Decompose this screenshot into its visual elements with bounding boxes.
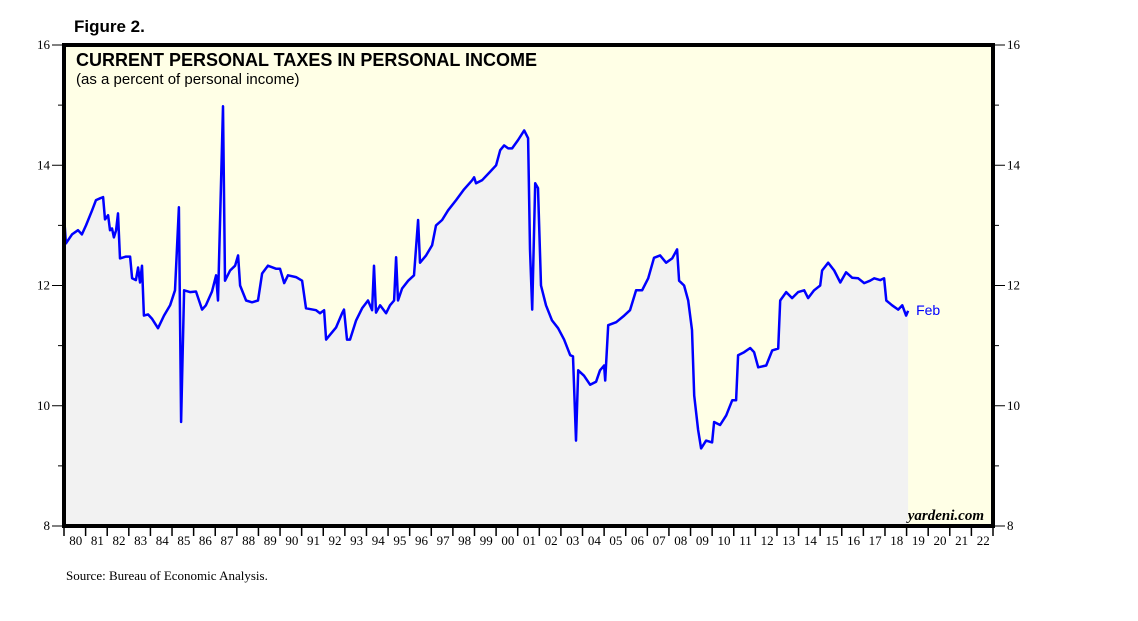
x-tick-label: 08 [674,533,687,548]
x-tick-label: 81 [91,533,104,548]
x-tick-label: 82 [113,533,126,548]
x-tick-label: 90 [285,533,298,548]
chart-title: CURRENT PERSONAL TAXES IN PERSONAL INCOM… [76,50,537,70]
y-tick-label-left: 16 [37,37,51,52]
x-tick-label: 93 [350,533,363,548]
x-tick-label: 13 [782,533,795,548]
x-tick-label: 92 [329,533,342,548]
x-tick-label: 88 [242,533,255,548]
x-tick-label: 06 [631,533,645,548]
x-tick-label: 02 [545,533,558,548]
x-tick-label: 05 [609,533,622,548]
x-tick-label: 09 [696,533,709,548]
x-tick-label: 85 [177,533,190,548]
end-label: Feb [916,302,940,318]
series-line [62,105,910,450]
x-tick-label: 91 [307,533,320,548]
source-note: Source: Bureau of Economic Analysis. [66,568,268,583]
x-tick-label: 84 [156,533,170,548]
x-tick-label: 00 [501,533,514,548]
y-tick-label-left: 8 [44,518,51,533]
y-tick-label-right: 14 [1007,157,1021,172]
chart-subtitle: (as a percent of personal income) [76,71,299,88]
y-tick-label-right: 16 [1007,37,1021,52]
x-tick-label: 19 [912,533,925,548]
x-tick-label: 21 [955,533,968,548]
x-tick-label: 86 [199,533,213,548]
x-tick-label: 20 [933,533,946,548]
x-tick-label: 89 [264,533,277,548]
x-tick-label: 22 [977,533,990,548]
x-tick-label: 87 [221,533,235,548]
y-tick-label-right: 8 [1007,518,1014,533]
figure-label: Figure 2. [74,17,145,36]
x-tick-label: 99 [480,533,493,548]
x-tick-label: 10 [717,533,730,548]
x-tick-label: 04 [588,533,602,548]
x-tick-label: 18 [890,533,903,548]
y-tick-label-left: 12 [37,278,50,293]
y-tick-label-right: 12 [1007,278,1020,293]
x-tick-label: 95 [393,533,406,548]
y-tick-label-left: 10 [37,398,50,413]
x-tick-label: 14 [804,533,818,548]
brand-watermark: yardeni.com [906,508,984,524]
x-tick-label: 83 [134,533,147,548]
plot-frame [62,43,995,528]
x-tick-label: 03 [566,533,579,548]
x-tick-label: 80 [69,533,82,548]
y-tick-label-left: 14 [37,157,51,172]
x-tick-label: 96 [415,533,429,548]
x-tick-label: 16 [847,533,861,548]
x-tick-label: 01 [523,533,536,548]
x-tick-label: 15 [825,533,838,548]
x-tick-label: 98 [458,533,471,548]
y-tick-label-right: 10 [1007,398,1020,413]
x-tick-label: 07 [653,533,667,548]
x-tick-label: 12 [761,533,774,548]
x-tick-label: 97 [437,533,451,548]
x-tick-label: 94 [372,533,386,548]
x-tick-label: 11 [739,533,752,548]
x-tick-label: 17 [869,533,883,548]
